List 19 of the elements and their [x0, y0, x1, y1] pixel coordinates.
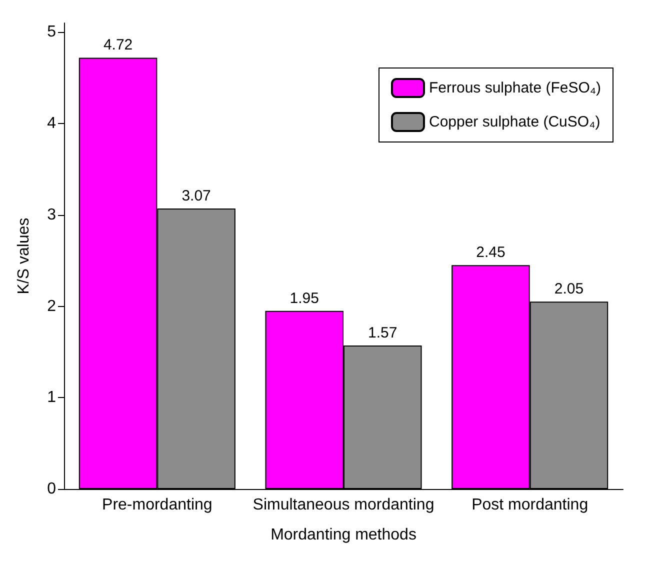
data-label: 2.45	[476, 244, 506, 262]
y-tick-label: 2	[47, 298, 56, 315]
y-tick-label: 0	[47, 480, 56, 498]
data-label: 3.07	[182, 187, 211, 204]
data-label: 1.95	[290, 290, 319, 307]
data-label: 2.05	[554, 280, 584, 298]
x-tick-label: Pre-mordanting	[102, 496, 212, 514]
y-tick-label: 1	[47, 389, 56, 406]
y-tick-label: 4	[47, 115, 56, 132]
legend-label: Ferrous sulphate (FeSO₄)	[428, 80, 602, 96]
x-tick-label: Simultaneous mordanting	[252, 496, 434, 514]
y-tick-label: 3	[47, 206, 56, 224]
y-axis-title: K/S values	[16, 218, 32, 294]
x-tick-label: Post mordanting	[472, 496, 588, 514]
data-label: 1.57	[368, 324, 398, 342]
x-axis-title: Mordanting methods	[270, 526, 416, 544]
data-label: 4.72	[103, 36, 133, 54]
y-tick-label: 5	[47, 24, 56, 41]
legend-label: Copper sulphate (CuSO₄)	[428, 114, 600, 130]
